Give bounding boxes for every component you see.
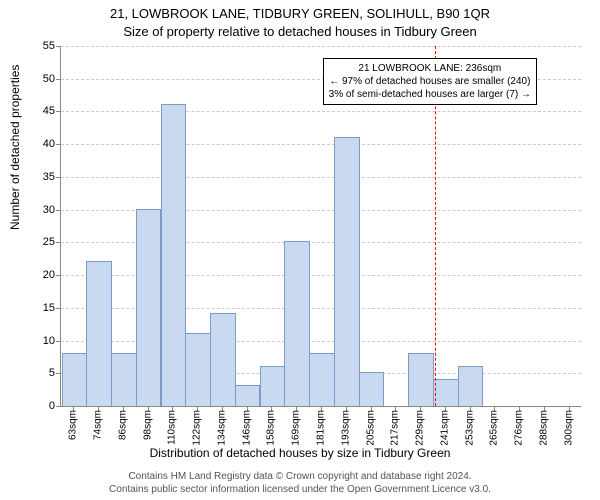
xtick-label: 134sqm (216, 410, 227, 446)
plot-area: 051015202530354045505563sqm74sqm86sqm98s… (60, 46, 581, 407)
xtick-label: 86sqm (117, 410, 128, 440)
xtick-label: 158sqm (266, 410, 277, 446)
ytick-mark (56, 210, 61, 211)
annotation-box: 21 LOWBROOK LANE: 236sqm ← 97% of detach… (323, 58, 537, 105)
ytick-mark (56, 373, 61, 374)
xtick-label: 205sqm (365, 410, 376, 446)
gridline (61, 111, 581, 112)
xtick-label: 276sqm (514, 410, 525, 446)
bar (309, 353, 335, 406)
annotation-line2: ← 97% of detached houses are smaller (24… (329, 75, 531, 88)
xtick-label: 193sqm (340, 410, 351, 446)
ytick-mark (56, 341, 61, 342)
ytick-label: 35 (43, 171, 55, 183)
ytick-mark (56, 46, 61, 47)
ytick-label: 0 (49, 400, 55, 412)
xtick-label: 74sqm (93, 410, 104, 440)
ytick-mark (56, 406, 61, 407)
bar (408, 353, 434, 406)
bar (458, 366, 484, 406)
bar (260, 366, 286, 406)
bar (185, 333, 211, 406)
chart-subtitle: Size of property relative to detached ho… (0, 24, 600, 39)
xtick-label: 253sqm (464, 410, 475, 446)
ytick-label: 25 (43, 236, 55, 248)
xtick-label: 169sqm (291, 410, 302, 446)
xtick-label: 265sqm (489, 410, 500, 446)
ytick-label: 50 (43, 73, 55, 85)
ytick-mark (56, 79, 61, 80)
xtick-label: 146sqm (241, 410, 252, 446)
annotation-line1: 21 LOWBROOK LANE: 236sqm (329, 62, 531, 75)
xtick-label: 63sqm (68, 410, 79, 440)
footer-line1: Contains HM Land Registry data © Crown c… (0, 470, 600, 483)
gridline (61, 144, 581, 145)
chart-title: 21, LOWBROOK LANE, TIDBURY GREEN, SOLIHU… (0, 6, 600, 21)
ytick-mark (56, 111, 61, 112)
ytick-mark (56, 308, 61, 309)
ytick-label: 5 (49, 367, 55, 379)
ytick-mark (56, 242, 61, 243)
annotation-line3: 3% of semi-detached houses are larger (7… (329, 88, 531, 101)
xtick-label: 98sqm (142, 410, 153, 440)
bar (284, 241, 310, 406)
ytick-mark (56, 177, 61, 178)
bar (210, 313, 236, 406)
ytick-label: 15 (43, 302, 55, 314)
ytick-label: 45 (43, 105, 55, 117)
xtick-label: 110sqm (167, 410, 178, 445)
bar (334, 137, 360, 406)
gridline (61, 177, 581, 178)
bar (359, 372, 385, 406)
ytick-label: 40 (43, 138, 55, 150)
ytick-label: 30 (43, 204, 55, 216)
xtick-label: 217sqm (390, 410, 401, 446)
y-axis-label: Number of detached properties (8, 65, 22, 230)
ytick-label: 20 (43, 269, 55, 281)
xtick-label: 241sqm (439, 410, 450, 446)
xtick-label: 288sqm (538, 410, 549, 446)
xtick-label: 122sqm (192, 410, 203, 446)
bar (235, 385, 261, 406)
ytick-label: 10 (43, 335, 55, 347)
bar (62, 353, 88, 406)
footer-line2: Contains public sector information licen… (0, 483, 600, 496)
bar (86, 261, 112, 406)
chart-footer: Contains HM Land Registry data © Crown c… (0, 470, 600, 496)
xtick-label: 181sqm (316, 410, 327, 446)
bar (161, 104, 187, 406)
bar (136, 209, 162, 406)
histogram-chart: 21, LOWBROOK LANE, TIDBURY GREEN, SOLIHU… (0, 0, 600, 500)
gridline (61, 46, 581, 47)
bar (433, 379, 459, 406)
x-axis-label: Distribution of detached houses by size … (0, 446, 600, 460)
bar (111, 353, 137, 406)
ytick-label: 55 (43, 40, 55, 52)
ytick-mark (56, 144, 61, 145)
xtick-label: 229sqm (415, 410, 426, 446)
ytick-mark (56, 275, 61, 276)
xtick-label: 300sqm (563, 410, 574, 446)
